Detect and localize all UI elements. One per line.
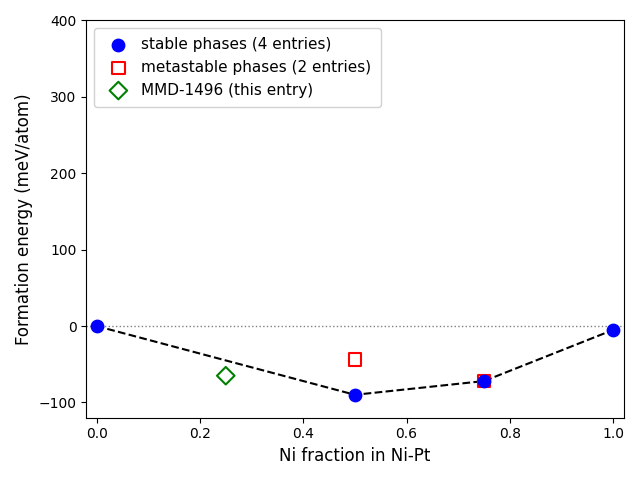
- Legend: stable phases (4 entries), metastable phases (2 entries), MMD-1496 (this entry): stable phases (4 entries), metastable ph…: [94, 28, 381, 107]
- X-axis label: Ni fraction in Ni-Pt: Ni fraction in Ni-Pt: [279, 447, 431, 465]
- Y-axis label: Formation energy (meV/atom): Formation energy (meV/atom): [15, 93, 33, 345]
- metastable phases (2 entries): [479, 377, 489, 385]
- metastable phases (2 entries): [350, 356, 360, 363]
- stable phases (4 entries): [350, 391, 360, 399]
- MMD-1496 (this entry): [221, 372, 231, 380]
- stable phases (4 entries): [92, 322, 102, 330]
- stable phases (4 entries): [608, 326, 618, 334]
- stable phases (4 entries): [479, 377, 489, 385]
